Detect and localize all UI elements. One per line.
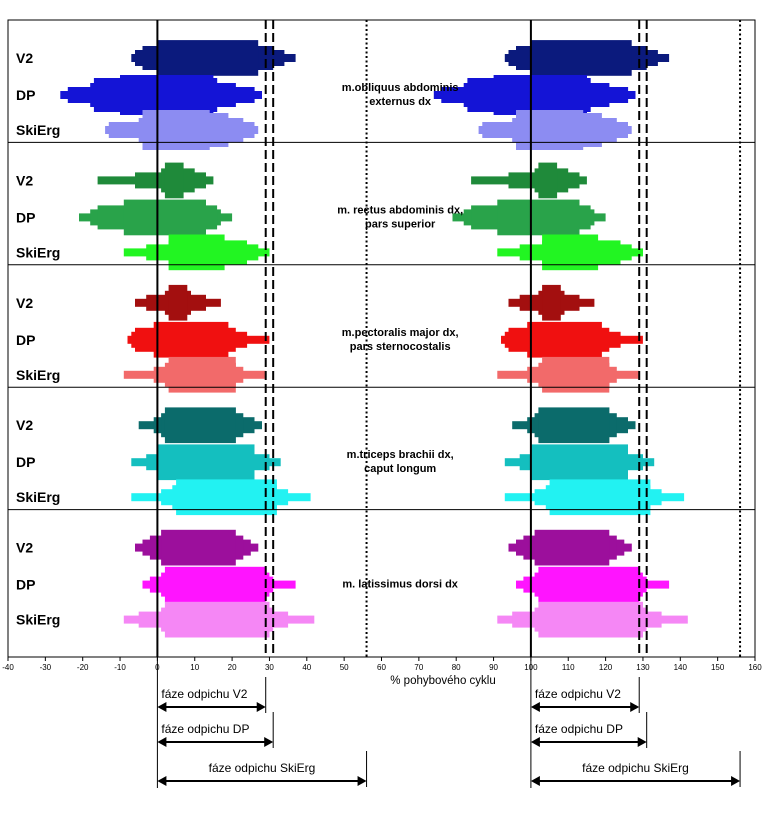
- phase-arrow-label: fáze odpichu DP: [535, 722, 623, 736]
- technique-label: V2: [16, 295, 33, 311]
- activation-bar-dp-cycle1: [154, 322, 229, 358]
- x-tick-label: 140: [674, 663, 688, 672]
- x-axis: % pohybového cyklu -40 -30 -20 -10 0 10 20 30 40…: [2, 657, 762, 687]
- phase-arrow-head-left: [157, 776, 166, 786]
- activation-bar-dp-cycle2: [527, 322, 602, 358]
- x-tick-label: 70: [414, 663, 423, 672]
- x-tick-label: 40: [302, 663, 311, 672]
- muscle-label: m.obliquus abdominis: [342, 82, 459, 94]
- technique-label: SkiErg: [16, 489, 60, 505]
- x-tick-label: 50: [340, 663, 349, 672]
- activation-bar-v2-cycle1: [161, 530, 236, 566]
- phase-arrow-head-left: [531, 776, 540, 786]
- x-tick-label: -10: [114, 663, 126, 672]
- activation-bar-dp-cycle1: [120, 75, 213, 115]
- technique-label: DP: [16, 87, 35, 103]
- x-tick-label: 60: [377, 663, 386, 672]
- phase-arrow-head-right: [358, 776, 367, 786]
- x-tick-label: 30: [265, 663, 274, 672]
- muscle-label: m.pectoralis major dx,: [342, 327, 459, 339]
- muscle-label: m. latissimus dorsi dx: [342, 579, 458, 591]
- muscle-label: pars superior: [365, 218, 436, 230]
- activation-bar-dp-cycle2: [531, 444, 628, 480]
- x-tick-label: -40: [2, 663, 14, 672]
- activation-bar-dp-cycle1: [124, 200, 206, 236]
- technique-label: DP: [16, 209, 35, 225]
- activation-bar-dp-cycle2: [497, 200, 579, 236]
- phase-arrow-label: fáze odpichu SkiErg: [209, 761, 316, 775]
- phase-arrow-head-left: [157, 702, 166, 712]
- phase-arrow-head-left: [531, 702, 540, 712]
- x-tick-label: -20: [77, 663, 89, 672]
- technique-label: V2: [16, 540, 33, 556]
- phase-arrow-head-right: [638, 737, 647, 747]
- x-tick-label: 130: [636, 663, 650, 672]
- activation-bar-dp-cycle1: [157, 444, 254, 480]
- technique-label: SkiErg: [16, 367, 60, 383]
- phase-arrow-head-right: [731, 776, 740, 786]
- x-tick-label: 90: [489, 663, 498, 672]
- muscle-label: pars sternocostalis: [350, 341, 451, 353]
- activation-bar-v2-cycle2: [542, 285, 561, 321]
- technique-label: SkiErg: [16, 122, 60, 138]
- phase-arrow-label: fáze odpichu SkiErg: [582, 761, 689, 775]
- activation-bar-v2-cycle1: [165, 163, 184, 199]
- technique-label: DP: [16, 577, 35, 593]
- activation-bar-v2-cycle1: [165, 407, 236, 443]
- activation-bar-v2-cycle1: [157, 40, 258, 76]
- phase-arrow-label: fáze odpichu V2: [161, 687, 247, 701]
- technique-label: V2: [16, 417, 33, 433]
- technique-label: V2: [16, 50, 33, 66]
- phase-arrow-head-right: [630, 702, 639, 712]
- activation-bar-v2-cycle1: [169, 285, 188, 321]
- activation-bar-v2-cycle2: [531, 40, 632, 76]
- x-tick-label: -30: [40, 663, 52, 672]
- activation-bar-skierg-cycle1: [143, 110, 210, 150]
- muscle-label: m.triceps brachii dx,: [347, 449, 454, 461]
- x-tick-label: 20: [228, 663, 237, 672]
- phase-arrow-head-left: [531, 737, 540, 747]
- activation-bar-v2-cycle2: [535, 530, 610, 566]
- x-tick-label: 80: [452, 663, 461, 672]
- phase-arrow-head-left: [157, 737, 166, 747]
- x-axis-label: % pohybového cyklu: [390, 675, 495, 687]
- activation-bar-skierg-cycle1: [165, 602, 270, 638]
- muscle-label: m. rectus abdominis dx,: [337, 204, 463, 216]
- phase-arrow-label: fáze odpichu DP: [161, 722, 249, 736]
- phase-arrow-label: fáze odpichu V2: [535, 687, 621, 701]
- activation-bar-skierg-cycle2: [516, 110, 583, 150]
- muscle-label: externus dx: [369, 96, 432, 108]
- technique-label: V2: [16, 172, 33, 188]
- x-tick-label: 110: [562, 663, 575, 672]
- x-tick-label: 160: [748, 663, 762, 672]
- x-tick-label: 0: [155, 663, 160, 672]
- activation-bar-v2-cycle2: [538, 407, 609, 443]
- activation-bar-skierg-cycle2: [538, 602, 643, 638]
- activation-bar-dp-cycle2: [494, 75, 587, 115]
- activation-bar-dp-cycle2: [538, 567, 639, 603]
- phase-arrow-head-right: [257, 702, 266, 712]
- phase-arrows: fáze odpichu V2 fáze odpichu DP fáze odpic…: [157, 677, 740, 787]
- x-tick-label: 150: [711, 663, 725, 672]
- x-tick-label: 120: [599, 663, 613, 672]
- technique-label: DP: [16, 332, 35, 348]
- activation-bar-v2-cycle2: [538, 163, 557, 199]
- technique-label: SkiErg: [16, 612, 60, 628]
- technique-label: SkiErg: [16, 244, 60, 260]
- activation-bar-dp-cycle1: [165, 567, 266, 603]
- x-tick-label: 100: [524, 663, 538, 672]
- emg-activation-chart: V2 DP SkiErg m.obliquus abdominis externus d…: [0, 0, 768, 827]
- phase-arrow-head-right: [264, 737, 273, 747]
- x-tick-label: 10: [190, 663, 199, 672]
- muscle-label: caput longum: [364, 463, 436, 475]
- technique-label: DP: [16, 454, 35, 470]
